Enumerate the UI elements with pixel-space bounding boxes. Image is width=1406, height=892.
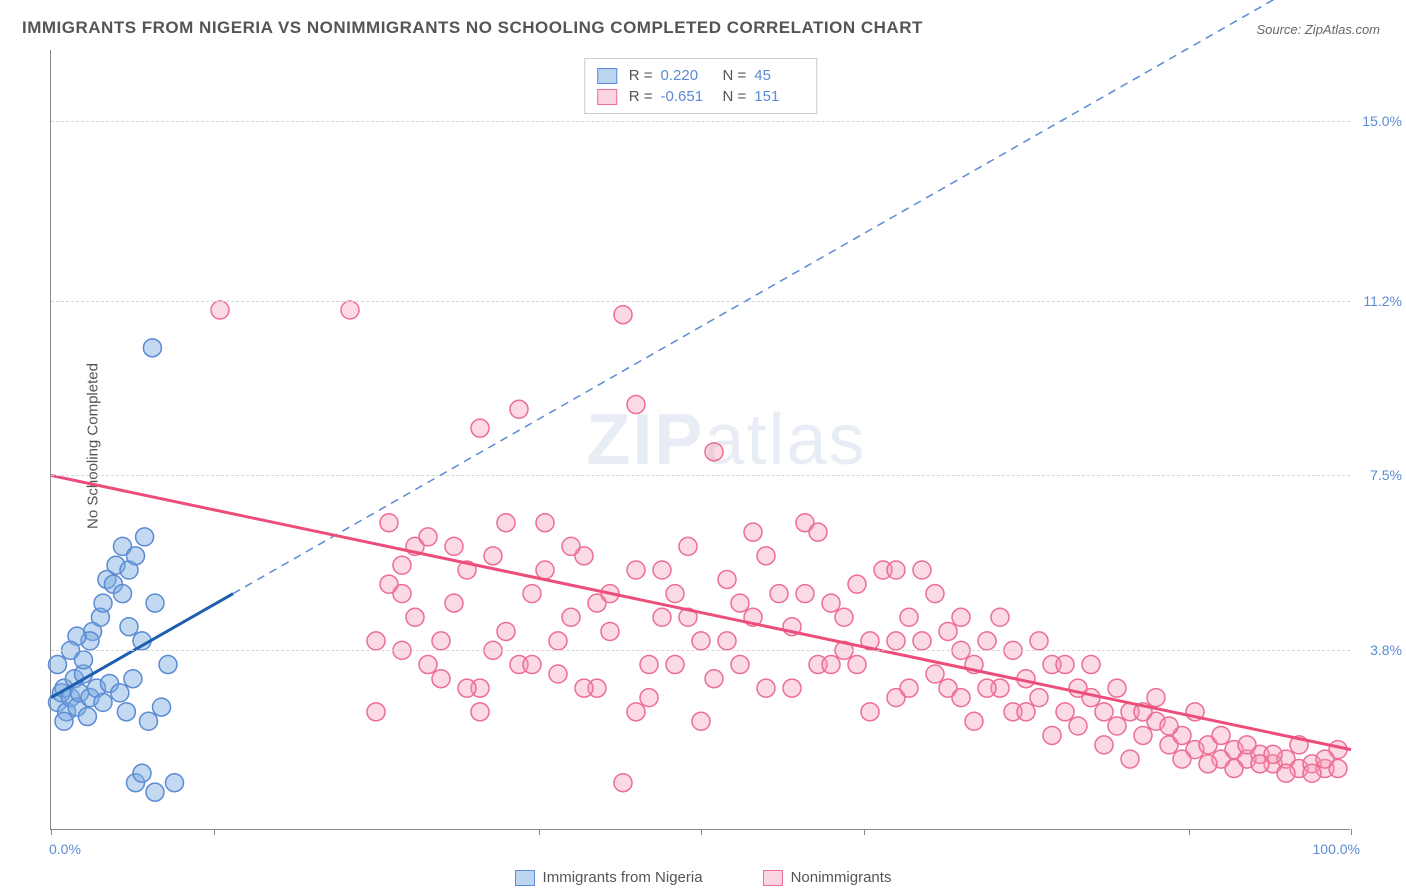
legend-item-0: Immigrants from Nigeria [515, 869, 703, 886]
r-value-0: 0.220 [661, 67, 711, 84]
n-label: N = [723, 88, 747, 105]
chart-title: IMMIGRANTS FROM NIGERIA VS NONIMMIGRANTS… [22, 18, 923, 38]
stats-row-series-1: R = -0.651 N = 151 [597, 86, 805, 107]
x-max-label: 100.0% [1313, 841, 1360, 857]
n-value-1: 151 [754, 88, 804, 105]
r-value-1: -0.651 [661, 88, 711, 105]
y-tick-label: 15.0% [1362, 113, 1402, 129]
legend-label-0: Immigrants from Nigeria [543, 869, 703, 886]
x-min-label: 0.0% [49, 841, 81, 857]
n-label: N = [723, 67, 747, 84]
legend-label-1: Nonimmigrants [791, 869, 892, 886]
n-value-0: 45 [754, 67, 804, 84]
y-tick-label: 11.2% [1363, 293, 1402, 309]
stats-row-series-0: R = 0.220 N = 45 [597, 65, 805, 86]
swatch-series-0 [597, 68, 617, 84]
legend-swatch-1 [763, 870, 783, 886]
y-tick-label: 7.5% [1370, 467, 1402, 483]
r-label: R = [629, 88, 653, 105]
legend-swatch-0 [515, 870, 535, 886]
chart-plot-area: ZIPatlas R = 0.220 N = 45 R = -0.651 N =… [50, 50, 1350, 830]
correlation-stats-box: R = 0.220 N = 45 R = -0.651 N = 151 [584, 58, 818, 114]
legend: Immigrants from Nigeria Nonimmigrants [0, 869, 1406, 886]
source-attribution: Source: ZipAtlas.com [1256, 22, 1380, 37]
r-label: R = [629, 67, 653, 84]
swatch-series-1 [597, 89, 617, 105]
y-tick-label: 3.8% [1370, 642, 1402, 658]
scatter-svg [51, 50, 1350, 829]
legend-item-1: Nonimmigrants [763, 869, 892, 886]
